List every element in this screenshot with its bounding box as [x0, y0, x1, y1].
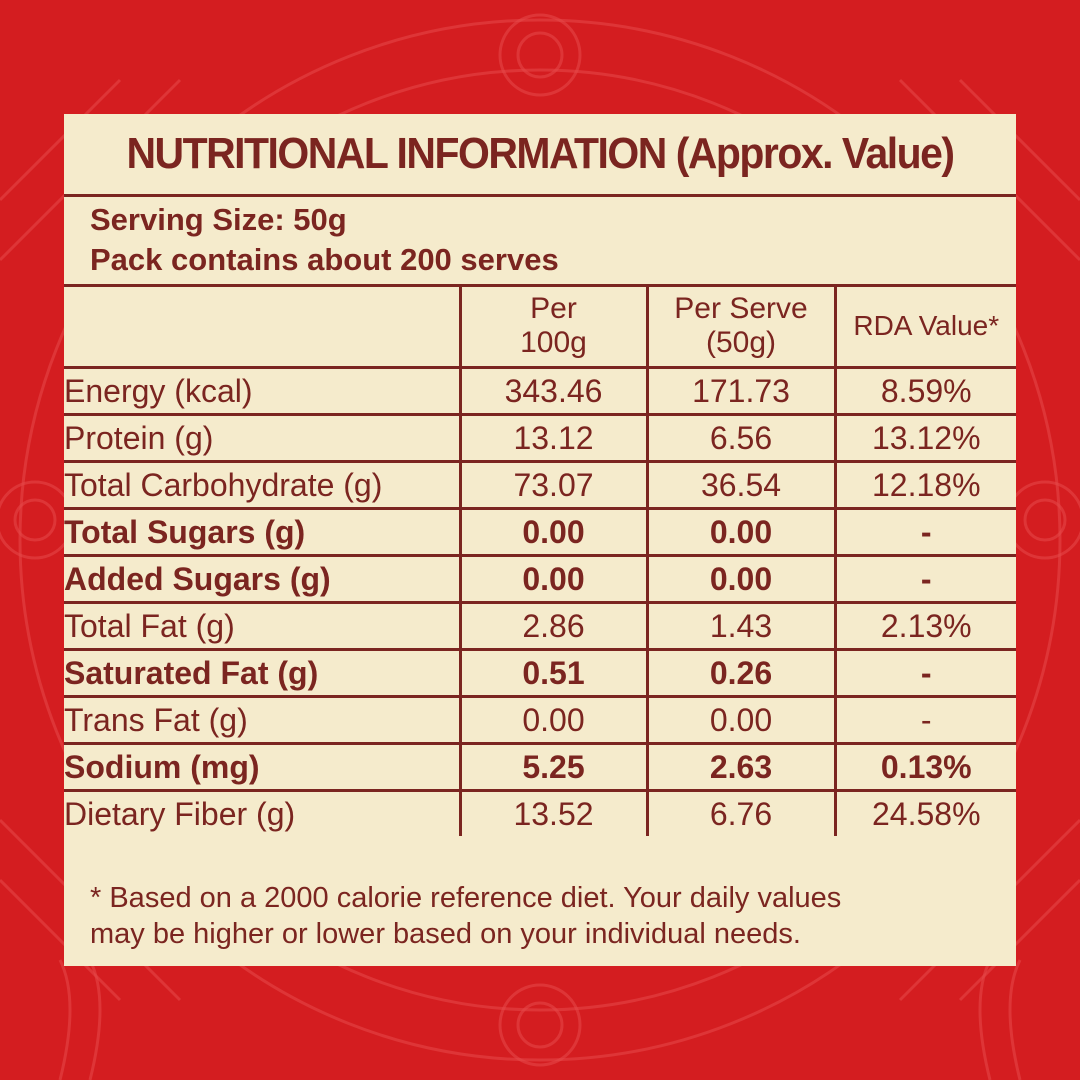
value-per-100g: 343.46 [458, 367, 649, 416]
value-per-serve: 0.26 [645, 648, 837, 698]
header-per-100g-line2: 100g [520, 326, 587, 359]
nutrient-name: Added Sugars (g) [64, 554, 462, 604]
nutrition-label: NUTRITIONAL INFORMATION (Approx. Value) … [64, 114, 1016, 966]
nutrient-name: Sodium (mg) [64, 742, 462, 792]
table-row: Trans Fat (g) 0.00 0.00- [64, 695, 1016, 745]
value-rda: 2.13% [833, 601, 1016, 651]
value-rda: 0.13% [833, 742, 1016, 792]
value-rda: - [833, 695, 1016, 745]
header-per-100g-line1: Per [530, 292, 577, 325]
value-per-serve: 36.54 [645, 460, 837, 510]
value-rda: 12.18% [833, 460, 1016, 510]
nutrition-table: Per 100g Per Serve (50g) RDA Value* Ener… [64, 286, 1016, 836]
serving-divider [64, 284, 1016, 287]
table-row: Protein (g) 13.12 6.56 13.12% [64, 413, 1016, 463]
header-nutrient [64, 286, 462, 369]
serving-size: Serving Size: 50g [90, 202, 347, 237]
footnote: * Based on a 2000 calorie reference diet… [90, 880, 1000, 952]
table-row: Dietary Fiber (g) 13.52 6.76 24.58% [64, 789, 1016, 836]
nutrient-name: Total Carbohydrate (g) [64, 460, 462, 510]
value-per-100g: 13.12 [458, 413, 649, 463]
value-per-100g: 2.86 [458, 601, 649, 651]
title-divider [64, 194, 1016, 197]
value-per-serve: 1.43 [645, 601, 837, 651]
value-rda: 13.12% [833, 413, 1016, 463]
header-per-100g: Per 100g [458, 286, 649, 369]
value-rda: 24.58% [833, 789, 1016, 836]
nutrient-name: Trans Fat (g) [64, 695, 462, 745]
header-per-serve-line2: (50g) [705, 326, 777, 359]
table-row: Total Carbohydrate (g) 73.07 36.54 12.18% [64, 460, 1016, 510]
value-rda: - [833, 648, 1016, 698]
value-per-100g: 5.25 [458, 742, 649, 792]
header-per-serve: Per Serve (50g) [645, 286, 837, 369]
value-per-serve: 171.73 [645, 367, 837, 416]
nutrient-name: Total Fat (g) [64, 601, 462, 651]
header-rda: RDA Value* [833, 286, 1016, 369]
value-per-serve: 0.00 [645, 554, 837, 604]
nutrient-name: Protein (g) [64, 413, 462, 463]
value-rda: - [833, 507, 1016, 557]
value-per-serve: 6.76 [645, 789, 837, 836]
table-row: Saturated Fat (g) 0.51 0.26- [64, 648, 1016, 698]
value-per-serve: 2.63 [645, 742, 837, 792]
table-row: Added Sugars (g) 0.00 0.00- [64, 554, 1016, 604]
value-per-100g: 0.00 [458, 695, 649, 745]
table-row: Total Sugars (g) 0.00 0.00- [64, 507, 1016, 557]
nutrient-name: Total Sugars (g) [64, 507, 462, 557]
value-rda: 8.59% [833, 367, 1016, 416]
table-row: Sodium (mg) 5.25 2.63 0.13% [64, 742, 1016, 792]
value-per-serve: 6.56 [645, 413, 837, 463]
value-per-100g: 0.00 [458, 554, 649, 604]
value-per-100g: 73.07 [458, 460, 649, 510]
value-per-serve: 0.00 [645, 507, 837, 557]
header-per-serve-line1: Per Serve [674, 292, 808, 325]
table-row: Total Fat (g) 2.86 1.43 2.13% [64, 601, 1016, 651]
value-rda: - [833, 554, 1016, 604]
table-row: Energy (kcal) 343.46 171.73 8.59% [64, 367, 1016, 416]
footnote-line2: may be higher or lower based on your ind… [90, 918, 801, 950]
nutrient-name: Energy (kcal) [64, 367, 462, 416]
value-per-100g: 0.51 [458, 648, 649, 698]
nutrient-name: Saturated Fat (g) [64, 648, 462, 698]
serving-info: Serving Size: 50g Pack contains about 20… [90, 200, 990, 280]
value-per-serve: 0.00 [645, 695, 837, 745]
label-title: NUTRITIONAL INFORMATION (Approx. Value) [126, 129, 955, 178]
value-per-100g: 0.00 [458, 507, 649, 557]
footnote-line1: * Based on a 2000 calorie reference diet… [90, 882, 842, 914]
header-row: Per 100g Per Serve (50g) RDA Value* [64, 286, 1016, 369]
value-per-100g: 13.52 [458, 789, 649, 836]
nutrient-name: Dietary Fiber (g) [64, 789, 462, 836]
pack-contains: Pack contains about 200 serves [90, 242, 559, 277]
